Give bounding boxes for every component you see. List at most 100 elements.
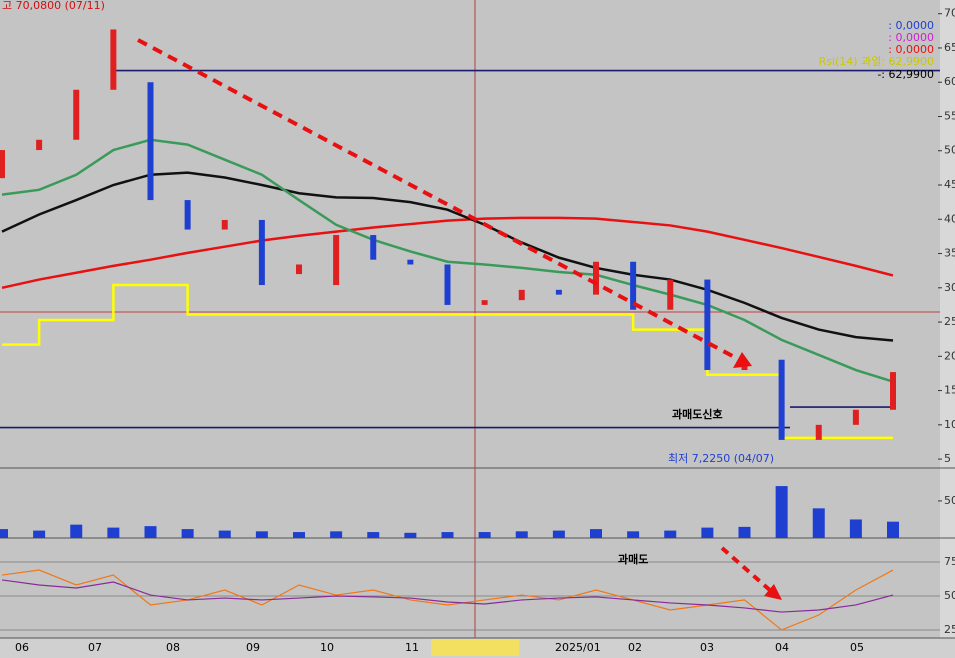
- y-tick-label: 15: [944, 384, 955, 397]
- arrow-head: [733, 352, 752, 368]
- legend-text: : 0,0000: [888, 31, 934, 44]
- annotation: 과매도신호: [672, 407, 723, 421]
- candle: [296, 264, 302, 275]
- y-tick-label: 30: [944, 281, 955, 294]
- volume-bar: [255, 531, 268, 538]
- y-tick-label: 70: [944, 7, 955, 20]
- annotation: 최저 7,2250 (04/07): [668, 452, 774, 465]
- y-tick-label: 5: [944, 452, 951, 465]
- trend-arrow: [137, 38, 741, 362]
- x-tick-label: 02: [628, 641, 642, 654]
- volume-bar: [664, 530, 677, 538]
- candle: [370, 235, 377, 260]
- candle: [73, 89, 80, 140]
- volume-bar: [701, 527, 714, 538]
- volume-bar: [627, 531, 640, 538]
- x-tick-label: 07: [88, 641, 102, 654]
- candle: [110, 29, 117, 90]
- volume-bar: [107, 527, 120, 538]
- volume-bar: [144, 526, 157, 538]
- y-tick-label: 60: [944, 75, 955, 88]
- candle: [555, 289, 562, 295]
- candle: [852, 409, 859, 425]
- series-line: [2, 283, 893, 440]
- y-tick-label: 25: [944, 315, 955, 328]
- right-axis-area: [940, 0, 955, 638]
- x-tick-label: 03: [700, 641, 714, 654]
- y-tick-label: 25: [944, 623, 955, 636]
- y-tick-label: 55: [944, 109, 955, 122]
- candle: [0, 150, 5, 179]
- legend-text: Rsi(14) 과열: 62,9900: [819, 55, 934, 68]
- y-tick-label: 50: [944, 589, 955, 602]
- volume-bar: [887, 521, 899, 538]
- candle: [444, 264, 451, 305]
- volume-bar: [330, 531, 343, 538]
- volume-bar: [293, 532, 305, 538]
- x-tick-label: 10: [320, 641, 334, 654]
- y-tick-label: 20: [944, 349, 955, 362]
- series-line: [1, 579, 894, 613]
- volume-bar: [738, 526, 751, 538]
- candle: [815, 424, 822, 440]
- volume-bar: [33, 530, 46, 538]
- x-tick-label: 11: [405, 641, 419, 654]
- y-tick-label: 35: [944, 247, 955, 260]
- y-tick-label: 50: [944, 494, 955, 507]
- volume-bar: [775, 486, 788, 538]
- candle: [36, 139, 43, 151]
- series-line: [1, 569, 894, 631]
- volume-bar: [218, 530, 231, 538]
- candle: [518, 289, 525, 301]
- candle: [778, 359, 785, 440]
- x-tick-label: 2025/01: [555, 641, 601, 654]
- volume-bar: [849, 519, 862, 538]
- series-line: [1, 216, 894, 290]
- x-tick-label: 06: [15, 641, 29, 654]
- y-tick-label: 10: [944, 418, 955, 431]
- candle: [147, 82, 154, 201]
- volume-bar: [404, 532, 417, 538]
- x-tick-label: 09: [246, 641, 260, 654]
- volume-bar: [367, 532, 380, 538]
- candle: [333, 235, 340, 286]
- annotation: 고 70,0800 (07/11): [2, 0, 105, 12]
- volume-bar: [478, 532, 491, 538]
- candle: [630, 261, 637, 310]
- volume-bar: [515, 531, 528, 538]
- volume-bar: [181, 529, 194, 538]
- candle: [593, 261, 599, 295]
- annotation: 과매도: [618, 552, 648, 566]
- arrow-head: [764, 584, 782, 600]
- y-tick-label: 40: [944, 212, 955, 225]
- volume-bar: [0, 529, 8, 538]
- volume-bar: [590, 529, 602, 538]
- x-tick-label: 04: [775, 641, 789, 654]
- volume-bar: [441, 532, 454, 538]
- legend-text: : 0,0000: [888, 19, 934, 32]
- date-highlight: [431, 639, 519, 656]
- candle: [258, 219, 265, 286]
- x-tick-label: 05: [850, 641, 864, 654]
- candle: [890, 372, 896, 410]
- legend-text: -: 62,9900: [877, 68, 934, 81]
- volume-bar: [70, 524, 83, 538]
- y-tick-label: 75: [944, 555, 955, 568]
- legend-text: : 0,0000: [888, 43, 934, 56]
- y-tick-label: 50: [944, 144, 955, 157]
- volume-bar: [552, 530, 565, 538]
- candle: [221, 219, 228, 230]
- trend-arrow: [720, 546, 774, 594]
- candle: [184, 200, 191, 230]
- candle: [407, 259, 414, 265]
- candle: [667, 279, 674, 310]
- volume-bar: [812, 508, 825, 538]
- y-tick-label: 65: [944, 41, 955, 54]
- candle: [704, 279, 711, 371]
- x-tick-label: 08: [166, 641, 180, 654]
- y-tick-label: 45: [944, 178, 955, 191]
- candle: [481, 300, 488, 305]
